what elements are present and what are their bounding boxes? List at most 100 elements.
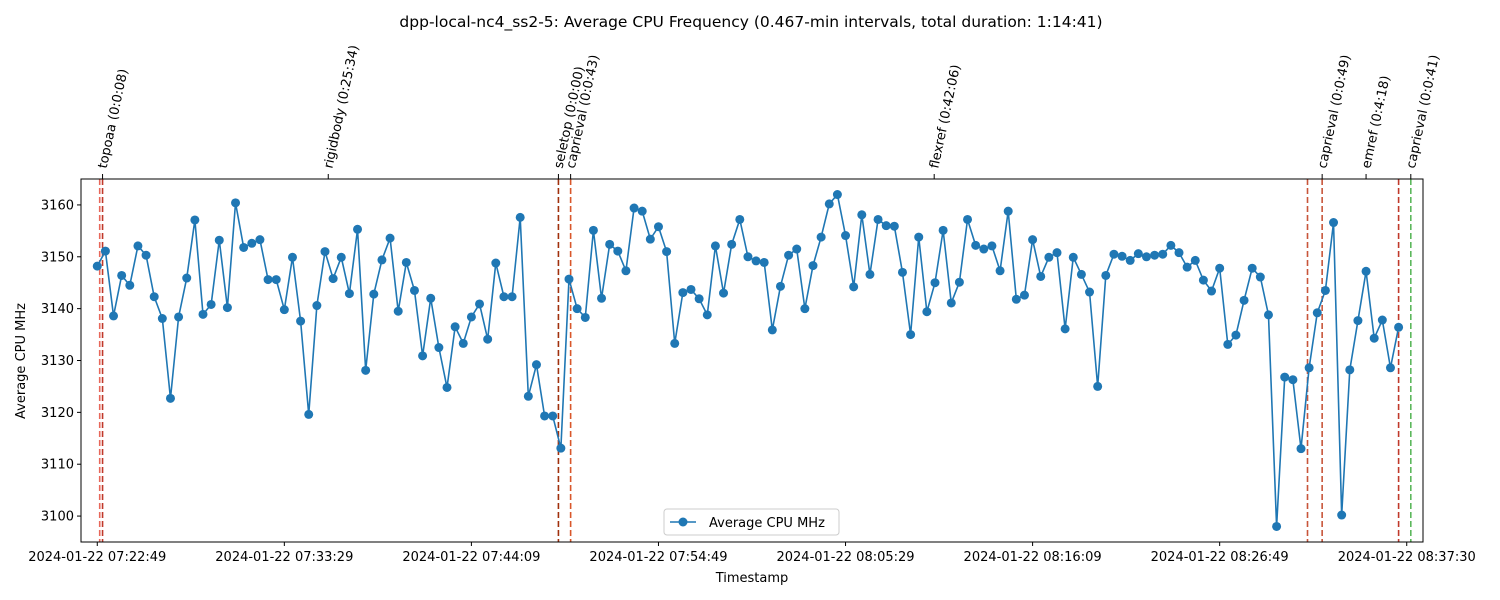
data-point: [678, 288, 688, 298]
data-point: [231, 198, 241, 208]
data-point: [190, 215, 200, 225]
data-point: [613, 246, 623, 256]
event-label: caprieval (0:0:49): [1315, 54, 1354, 170]
data-point: [1369, 333, 1379, 343]
data-point: [719, 288, 729, 298]
data-point: [353, 224, 363, 234]
data-point: [475, 299, 485, 309]
data-point: [1125, 255, 1135, 265]
x-tick-label: 2024-01-22 08:05:29: [776, 550, 914, 565]
data-point: [109, 311, 119, 321]
data-point: [808, 261, 818, 271]
data-point: [117, 270, 127, 280]
data-point: [1158, 249, 1168, 259]
data-point: [523, 391, 533, 401]
x-tick-label: 2024-01-22 08:16:09: [964, 550, 1102, 565]
data-point: [580, 312, 590, 322]
legend-marker-swatch: [678, 517, 688, 527]
y-axis-ticks: 3100 3110 3120 3130 3140 3150 3160: [41, 198, 81, 525]
data-point: [157, 314, 167, 323]
data-point: [1182, 262, 1192, 272]
data-point: [385, 233, 395, 243]
data-point: [743, 252, 753, 262]
data-point: [735, 214, 745, 224]
data-point: [255, 235, 265, 245]
data-point: [1174, 248, 1184, 258]
data-point: [637, 206, 647, 216]
data-point: [1003, 206, 1013, 216]
data-point: [572, 304, 582, 314]
data-point: [824, 199, 834, 209]
data-point: [344, 289, 354, 299]
data-point: [1150, 250, 1160, 260]
data-point: [832, 190, 842, 200]
data-point: [450, 322, 460, 332]
y-tick-label: 3130: [41, 354, 74, 369]
data-point: [1288, 375, 1298, 385]
data-point: [1215, 263, 1225, 273]
data-point: [987, 241, 997, 251]
data-point: [906, 330, 916, 340]
y-tick-label: 3160: [41, 198, 74, 213]
legend-label: Average CPU MHz: [709, 516, 825, 531]
data-point: [507, 292, 517, 302]
data-point: [556, 443, 566, 453]
data-point: [320, 247, 330, 257]
data-point: [442, 382, 452, 392]
data-point: [759, 257, 769, 267]
data-point: [1312, 308, 1322, 318]
data-point: [971, 240, 981, 250]
x-axis-label: Timestamp: [715, 571, 789, 586]
data-point: [1068, 252, 1078, 262]
event-label: rigidbody (0:25:34): [321, 44, 362, 170]
data-point: [889, 221, 899, 231]
data-point: [597, 293, 607, 303]
data-point: [881, 221, 891, 231]
data-point: [727, 239, 737, 249]
y-tick-label: 3150: [41, 250, 74, 265]
data-point: [548, 411, 558, 421]
data-point: [312, 301, 322, 311]
data-point: [174, 312, 184, 322]
data-point: [198, 309, 208, 319]
event-lines: [98, 179, 1412, 542]
data-point: [621, 266, 631, 276]
event-label: emref (0:4:18): [1359, 74, 1393, 169]
data-point: [1052, 248, 1062, 258]
x-tick-label: 2024-01-22 07:44:09: [402, 550, 540, 565]
data-point: [328, 274, 338, 284]
y-tick-label: 3110: [41, 458, 74, 473]
data-point: [784, 250, 794, 260]
data-point: [1044, 252, 1054, 262]
data-point: [564, 274, 574, 284]
data-point: [1085, 287, 1095, 297]
data-point: [979, 244, 989, 254]
data-point: [1272, 521, 1282, 531]
data-point: [401, 257, 411, 267]
data-point: [605, 239, 615, 249]
data-point: [670, 338, 680, 348]
x-tick-label: 2024-01-22 07:33:29: [215, 550, 353, 565]
series-line: [96, 192, 1400, 527]
data-point: [540, 411, 550, 421]
data-point: [816, 232, 826, 242]
y-axis-label: Average CPU MHz: [14, 303, 29, 419]
event-labels: topoaa (0:0:08) rigidbody (0:25:34) seleto…: [96, 44, 1443, 179]
data-point: [1166, 240, 1176, 250]
data-point: [1019, 290, 1029, 300]
data-point: [499, 292, 509, 302]
data-point: [214, 235, 224, 245]
data-point: [792, 244, 802, 254]
data-point: [369, 289, 379, 299]
data-point: [483, 334, 493, 344]
data-point: [645, 234, 655, 244]
data-point: [1377, 315, 1387, 325]
legend: Average CPU MHz: [663, 508, 840, 536]
data-point: [361, 365, 371, 375]
data-point: [938, 225, 948, 235]
data-point: [954, 277, 964, 287]
x-tick-label: 2024-01-22 08:37:30: [1338, 550, 1476, 565]
data-point: [426, 293, 436, 303]
data-point: [418, 351, 428, 361]
